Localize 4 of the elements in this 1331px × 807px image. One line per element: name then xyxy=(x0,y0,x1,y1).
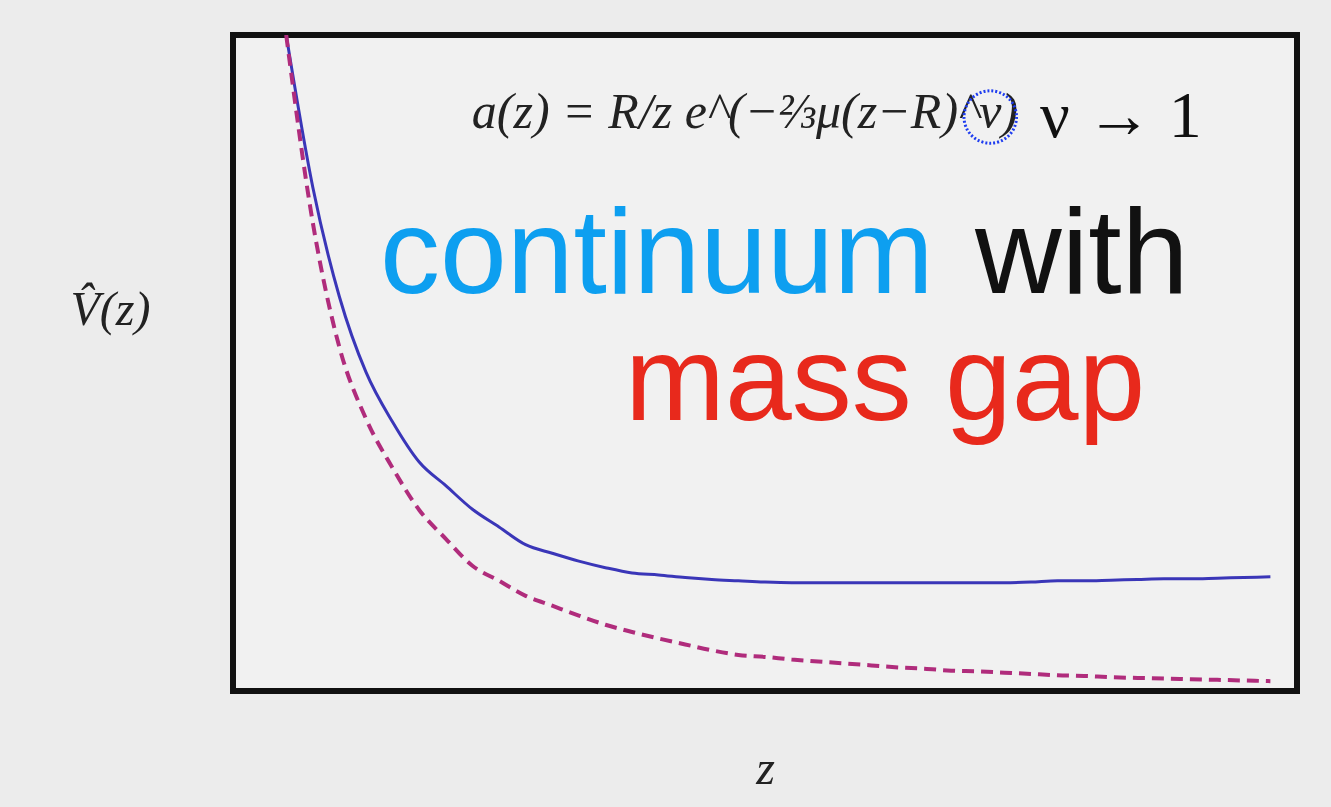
annotation: ν → 1 xyxy=(1040,78,1202,151)
annotation: a(z) = R/z e^(−⅔μ(z−R)^ν) xyxy=(471,83,1018,139)
y-axis-title: V̂(z) xyxy=(70,281,151,336)
x-axis-title: z xyxy=(755,740,776,794)
